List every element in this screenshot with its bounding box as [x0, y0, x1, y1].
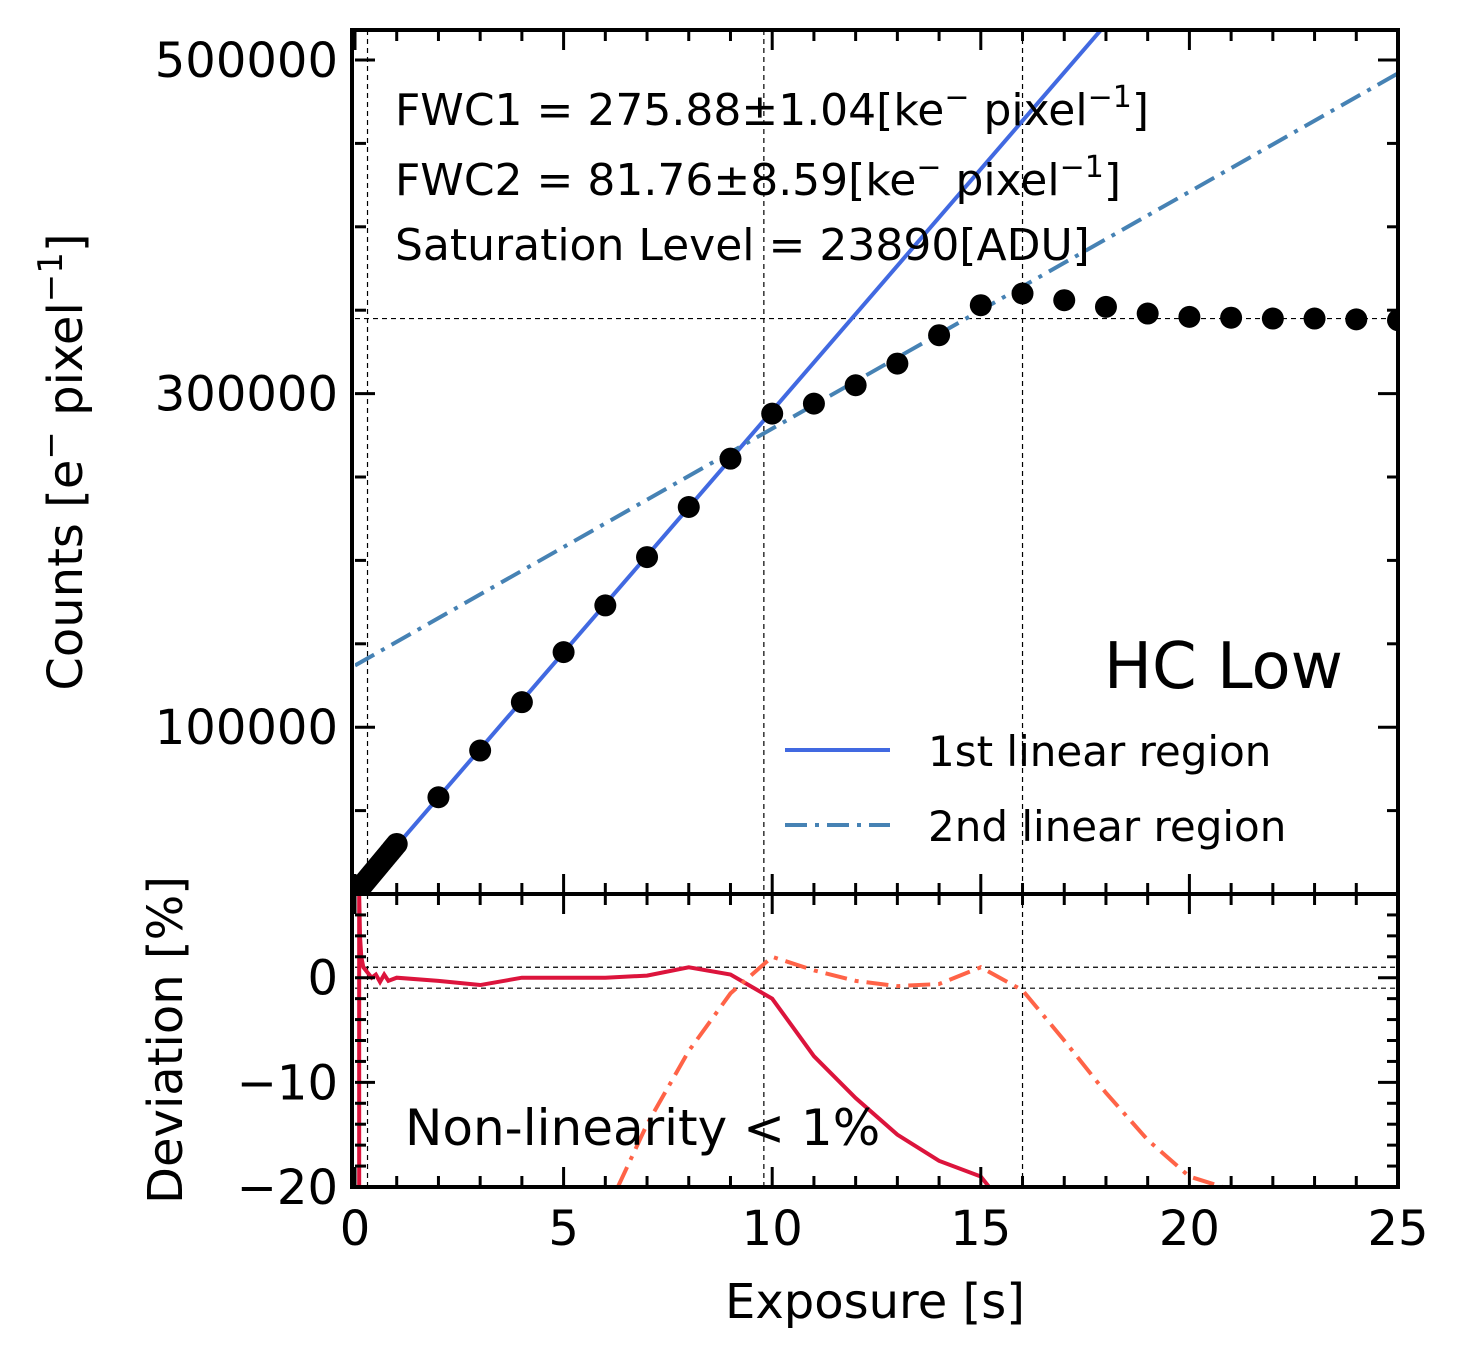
data-point	[385, 832, 408, 855]
data-point	[886, 352, 909, 375]
top-data-points	[355, 282, 1398, 894]
saturation-annotation: Saturation Level = 23890[ADU]	[395, 220, 1090, 271]
data-point	[469, 739, 492, 762]
x-tick-label: 5	[548, 1201, 579, 1257]
data-point	[1011, 282, 1034, 305]
deviation-line-2nd-region	[616, 954, 1224, 1187]
x-tick-label: 20	[1159, 1201, 1220, 1257]
data-point	[969, 294, 992, 317]
fit-line-2nd-linear-region	[355, 71, 1398, 668]
bottom-y-tick-labels: 0 −10 −20	[237, 951, 338, 1216]
data-point	[1136, 302, 1159, 325]
bottom-y-tick-label: −10	[237, 1055, 338, 1111]
data-point	[636, 546, 659, 569]
legend: HC Low 1st linear region 2nd linear regi…	[785, 630, 1343, 851]
data-point	[677, 496, 700, 519]
data-point	[594, 594, 617, 617]
data-point	[1220, 306, 1243, 329]
top-reference-lines	[355, 30, 1398, 894]
data-point	[552, 641, 575, 664]
data-point	[1261, 307, 1284, 330]
top-panel: 100000 300000 500000 FWC1 = 275.88±1.04[ke…	[31, 28, 1400, 896]
deviation-line-1st-region	[357, 894, 991, 1187]
bottom-reference-lines	[355, 894, 1398, 1187]
data-point	[928, 324, 951, 347]
data-point	[761, 402, 784, 425]
x-tick-label: 10	[742, 1201, 803, 1257]
data-point	[802, 392, 825, 415]
data-point	[1094, 295, 1117, 318]
bottom-panel: 0 −10 −20 0 5 10 15 20 25 Non-linearity < 1% De…	[138, 876, 1429, 1330]
top-y-tick-label: 500000	[155, 33, 338, 89]
x-tick-label: 0	[340, 1201, 371, 1257]
data-point	[1387, 309, 1398, 332]
bottom-deviation-lines	[357, 894, 1224, 1187]
legend-label-1st-linear: 1st linear region	[928, 727, 1271, 776]
x-axis-label: Exposure [s]	[725, 1274, 1025, 1330]
bottom-axes-frame	[350, 892, 1400, 1189]
top-y-tick-label: 300000	[155, 367, 338, 423]
data-point	[719, 447, 742, 470]
data-point	[510, 691, 533, 714]
bottom-y-axis-label: Deviation [%]	[138, 876, 194, 1204]
x-tick-label: 15	[950, 1201, 1011, 1257]
legend-title: HC Low	[1104, 630, 1343, 704]
top-y-axis-label: Counts [e− pixel−1]	[31, 233, 94, 690]
bottom-y-tick-label: −20	[237, 1160, 338, 1216]
bottom-x-tick-labels: 0 5 10 15 20 25	[340, 1201, 1429, 1257]
legend-label-2nd-linear: 2nd linear region	[928, 802, 1286, 851]
top-y-tick-label: 100000	[155, 700, 338, 756]
data-point	[844, 374, 867, 397]
fwc1-annotation: FWC1 = 275.88±1.04[ke− pixel−1]	[395, 80, 1149, 136]
nonlinearity-annotation: Non-linearity < 1%	[405, 1099, 880, 1157]
data-point	[1345, 308, 1368, 331]
data-point	[1053, 289, 1076, 312]
fwc2-annotation: FWC2 = 81.76±8.59[ke− pixel−1]	[395, 150, 1121, 206]
data-point	[427, 786, 450, 809]
top-y-tick-labels: 100000 300000 500000	[155, 33, 338, 756]
data-point	[1178, 305, 1201, 328]
bottom-y-tick-label: 0	[307, 951, 338, 1007]
x-tick-label: 25	[1367, 1201, 1428, 1257]
data-point	[1303, 307, 1326, 330]
